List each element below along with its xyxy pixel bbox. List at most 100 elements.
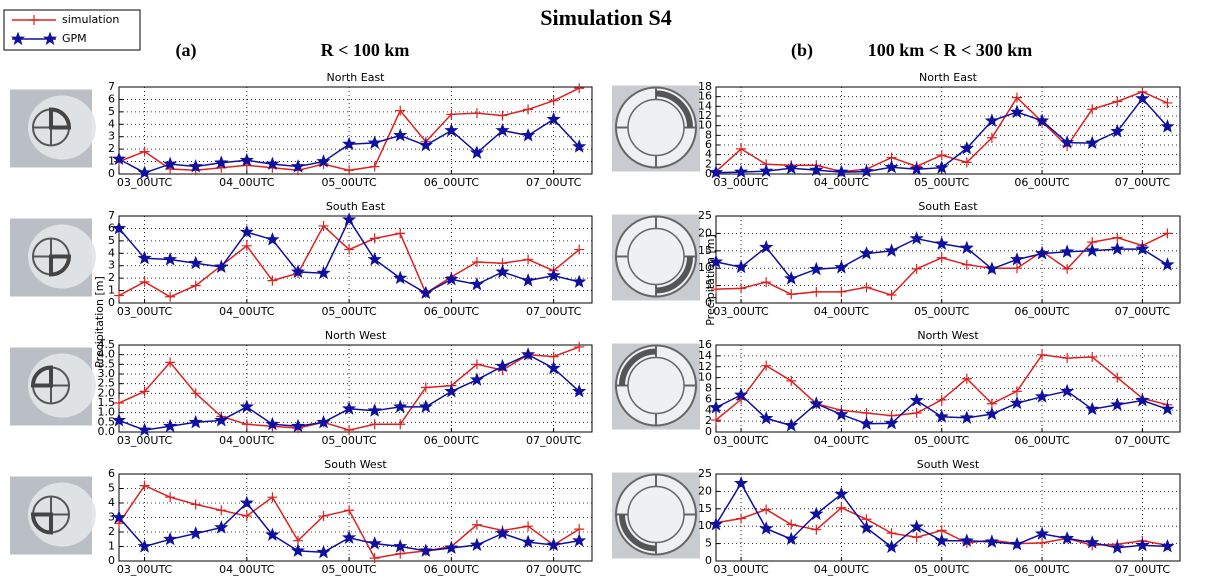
y-tick-label: 2 — [108, 525, 115, 538]
plus-marker — [344, 244, 355, 255]
star-marker — [444, 123, 459, 137]
plus-marker — [986, 132, 997, 143]
star-marker — [10, 31, 26, 46]
plus-marker — [344, 165, 355, 176]
star-marker — [265, 527, 280, 541]
star-marker — [959, 240, 974, 255]
subplot-title: North East — [919, 71, 978, 84]
y-tick-label: 12 — [698, 109, 712, 122]
plus-marker — [1087, 351, 1098, 362]
star-marker — [909, 161, 924, 176]
x-tick-label: 06_00UTC — [1014, 176, 1070, 189]
axes-frame — [715, 86, 1181, 175]
star-marker — [521, 273, 536, 287]
y-tick-label: 15 — [698, 244, 712, 257]
y-tick-label: 7 — [108, 209, 115, 222]
star-marker — [784, 160, 799, 175]
star-marker — [342, 530, 357, 544]
plus-marker — [241, 240, 252, 251]
x-tick-label: 06_00UTC — [1014, 305, 1070, 318]
star-marker — [1160, 119, 1175, 133]
star-marker — [884, 539, 899, 554]
star-marker — [546, 360, 561, 375]
star-marker — [239, 399, 254, 413]
quadrant-highlight — [30, 365, 53, 388]
y-tick-label: 5 — [705, 279, 712, 292]
plus-marker — [139, 276, 150, 287]
star-marker — [495, 358, 510, 373]
x-tick-label: 03_00UTC — [117, 563, 173, 576]
subplot-title: North West — [325, 329, 387, 342]
y-tick-label: 0 — [705, 167, 712, 180]
star-marker — [1110, 241, 1125, 256]
y-tick-label: 1.0 — [98, 406, 116, 419]
plus-marker — [761, 277, 772, 288]
star-marker — [934, 160, 949, 174]
subplot-title: South East — [918, 200, 978, 213]
x-tick-label: 04_00UTC — [814, 305, 870, 318]
star-marker — [239, 495, 254, 510]
star-marker — [984, 261, 999, 275]
y-tick-label: 5 — [108, 482, 115, 495]
y-tick-label: 0.0 — [98, 425, 116, 438]
plus-marker — [574, 244, 585, 255]
star-marker — [163, 252, 178, 266]
subplot-title: South West — [324, 458, 387, 471]
plus-marker — [523, 104, 534, 115]
star-marker — [959, 410, 974, 424]
star-marker — [290, 543, 306, 557]
plus-marker — [139, 146, 150, 157]
plus-marker — [736, 143, 747, 154]
x-tick-label: 05_00UTC — [914, 305, 970, 318]
plus-marker — [1162, 97, 1173, 108]
x-tick-label: 04_00UTC — [219, 176, 275, 189]
star-marker — [708, 165, 724, 179]
x-tick-label: 04_00UTC — [219, 305, 275, 318]
axes-frame — [118, 215, 593, 304]
star-marker — [759, 521, 774, 535]
plus-marker — [471, 359, 482, 370]
star-marker — [42, 31, 58, 46]
panel-label: (b) — [791, 40, 813, 61]
plus-marker — [1087, 104, 1098, 115]
plus-marker — [1037, 349, 1048, 360]
star-marker — [111, 220, 127, 235]
y-tick-label: 2 — [705, 414, 712, 427]
y-tick-label: 4.0 — [98, 348, 116, 361]
x-tick-label: 05_00UTC — [321, 176, 377, 189]
star-marker — [163, 156, 178, 171]
subplot-title: North East — [327, 71, 386, 84]
star-marker — [734, 475, 749, 490]
star-marker — [834, 260, 849, 274]
star-marker — [214, 520, 229, 534]
star-marker — [214, 412, 229, 427]
star-marker — [909, 231, 924, 245]
plus-marker — [961, 157, 972, 168]
y-tick-label: 18 — [698, 80, 712, 93]
star-marker — [759, 410, 774, 425]
plus-marker — [761, 504, 772, 515]
star-marker — [1009, 536, 1025, 551]
star-marker — [393, 539, 408, 553]
quadrant-highlight — [30, 512, 53, 535]
axes-frame — [118, 86, 593, 175]
y-tick-label: 3 — [108, 130, 115, 143]
y-tick-label: 0 — [108, 167, 115, 180]
y-tick-label: 3.5 — [98, 357, 116, 370]
star-marker — [367, 252, 382, 266]
star-marker — [137, 250, 152, 265]
y-tick-label: 14 — [698, 99, 712, 112]
plus-marker — [139, 386, 150, 397]
star-marker — [214, 259, 229, 273]
plus-marker — [369, 553, 380, 564]
x-tick-label: 03_00UTC — [117, 434, 173, 447]
star-marker — [884, 415, 899, 430]
star-marker — [784, 531, 799, 546]
y-tick-label: 2 — [108, 271, 115, 284]
plus-marker — [548, 351, 559, 362]
star-marker — [137, 422, 152, 437]
star-marker — [111, 510, 127, 524]
star-marker — [734, 387, 749, 402]
y-tick-label: 4 — [108, 117, 115, 130]
